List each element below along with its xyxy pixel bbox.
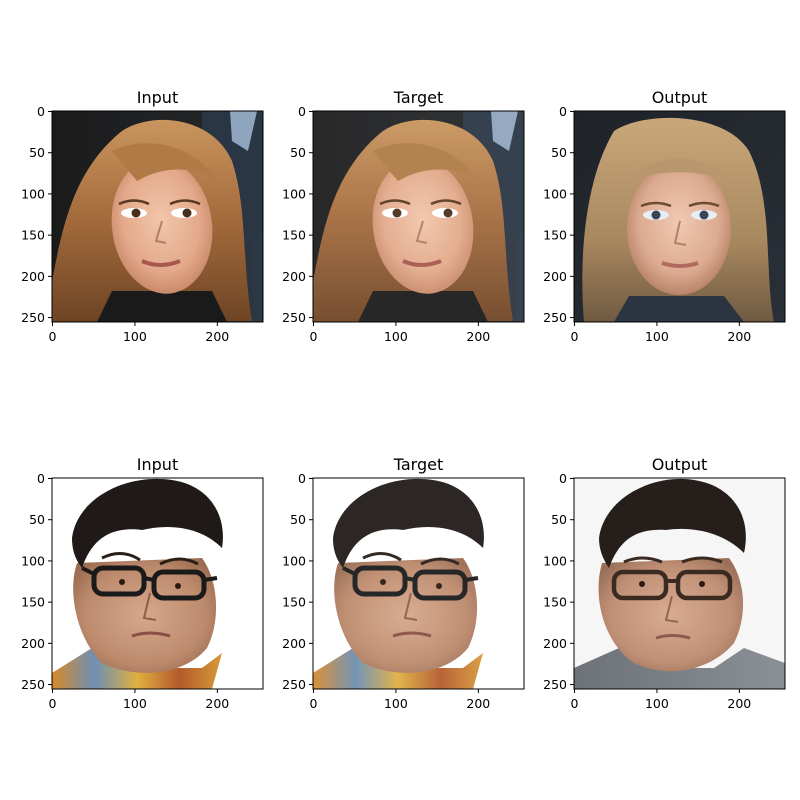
y-tick-label: 250 — [543, 310, 567, 325]
axes-frame — [51, 477, 264, 690]
y-tick-label: 50 — [29, 145, 45, 160]
axes-frame — [573, 110, 786, 323]
x-tick-label: 100 — [123, 329, 147, 344]
y-tick-label: 200 — [21, 636, 45, 651]
y-tick-label: 250 — [282, 310, 306, 325]
panel-title: Output — [652, 88, 708, 107]
y-tick-label: 0 — [559, 104, 567, 119]
y-tick-label: 0 — [298, 471, 306, 486]
x-tick-label: 200 — [727, 696, 751, 711]
axes-frame — [51, 110, 264, 323]
photo-woman-target — [313, 111, 524, 322]
y-tick-label: 50 — [551, 145, 567, 160]
x-tick-label: 0 — [310, 329, 318, 344]
y-tick-label: 100 — [543, 186, 567, 201]
y-tick-label: 150 — [21, 228, 45, 243]
y-tick-label: 250 — [21, 677, 45, 692]
photo-man-glasses-input — [52, 478, 263, 689]
x-tick-label: 200 — [205, 696, 229, 711]
y-tick-label: 250 — [21, 310, 45, 325]
y-tick-label: 100 — [21, 553, 45, 568]
axes-frame — [312, 477, 525, 690]
y-tick-label: 100 — [282, 553, 306, 568]
axes-frame — [312, 110, 525, 323]
panel-output-row-1: Output 0 50 100 150 200 250 0 100 200 — [543, 88, 786, 344]
y-tick-label: 100 — [282, 186, 306, 201]
y-tick-label: 250 — [282, 677, 306, 692]
panel-title: Input — [137, 455, 178, 474]
x-tick-label: 100 — [384, 329, 408, 344]
x-tick-label: 0 — [571, 329, 579, 344]
x-tick-label: 100 — [384, 696, 408, 711]
y-tick-label: 0 — [298, 104, 306, 119]
y-tick-label: 200 — [282, 636, 306, 651]
panel-target-row-1: Target 0 50 100 150 200 250 0 100 200 — [282, 88, 525, 344]
photo-woman-output — [574, 111, 785, 322]
y-tick-label: 150 — [21, 595, 45, 610]
y-tick-label: 200 — [543, 636, 567, 651]
y-tick-label: 0 — [37, 104, 45, 119]
y-tick-label: 100 — [21, 186, 45, 201]
panel-title: Output — [652, 455, 708, 474]
x-tick-label: 0 — [571, 696, 579, 711]
y-tick-label: 0 — [37, 471, 45, 486]
y-tick-label: 250 — [543, 677, 567, 692]
y-tick-label: 50 — [290, 512, 306, 527]
x-tick-label: 200 — [205, 329, 229, 344]
panel-title: Target — [393, 88, 444, 107]
y-tick-label: 50 — [29, 512, 45, 527]
x-tick-label: 0 — [49, 329, 57, 344]
y-tick-label: 150 — [543, 595, 567, 610]
panel-input-row-2: Input 0 50 100 150 200 250 0 100 200 — [21, 455, 264, 711]
y-tick-label: 0 — [559, 471, 567, 486]
y-tick-label: 200 — [282, 269, 306, 284]
x-tick-label: 0 — [310, 696, 318, 711]
panel-output-row-2: Output 0 50 100 150 200 250 0 100 200 — [543, 455, 786, 711]
y-tick-label: 50 — [551, 512, 567, 527]
y-tick-label: 150 — [543, 228, 567, 243]
panel-input-row-1: Input 0 50 100 150 200 250 0 100 200 — [21, 88, 264, 344]
y-tick-label: 50 — [290, 145, 306, 160]
y-tick-label: 200 — [543, 269, 567, 284]
y-tick-label: 100 — [543, 553, 567, 568]
axes-frame — [573, 477, 786, 690]
panel-title: Input — [137, 88, 178, 107]
x-tick-label: 200 — [466, 696, 490, 711]
x-tick-label: 100 — [123, 696, 147, 711]
panel-title: Target — [393, 455, 444, 474]
x-tick-label: 100 — [645, 329, 669, 344]
x-tick-label: 0 — [49, 696, 57, 711]
x-tick-label: 200 — [727, 329, 751, 344]
panel-target-row-2: Target 0 50 100 150 200 250 0 100 200 — [282, 455, 525, 711]
y-tick-label: 150 — [282, 595, 306, 610]
x-tick-label: 100 — [645, 696, 669, 711]
y-tick-label: 200 — [21, 269, 45, 284]
photo-man-glasses-output — [574, 478, 785, 689]
y-tick-label: 150 — [282, 228, 306, 243]
photo-man-glasses-target — [313, 478, 524, 689]
x-tick-label: 200 — [466, 329, 490, 344]
photo-woman-input — [52, 111, 263, 322]
